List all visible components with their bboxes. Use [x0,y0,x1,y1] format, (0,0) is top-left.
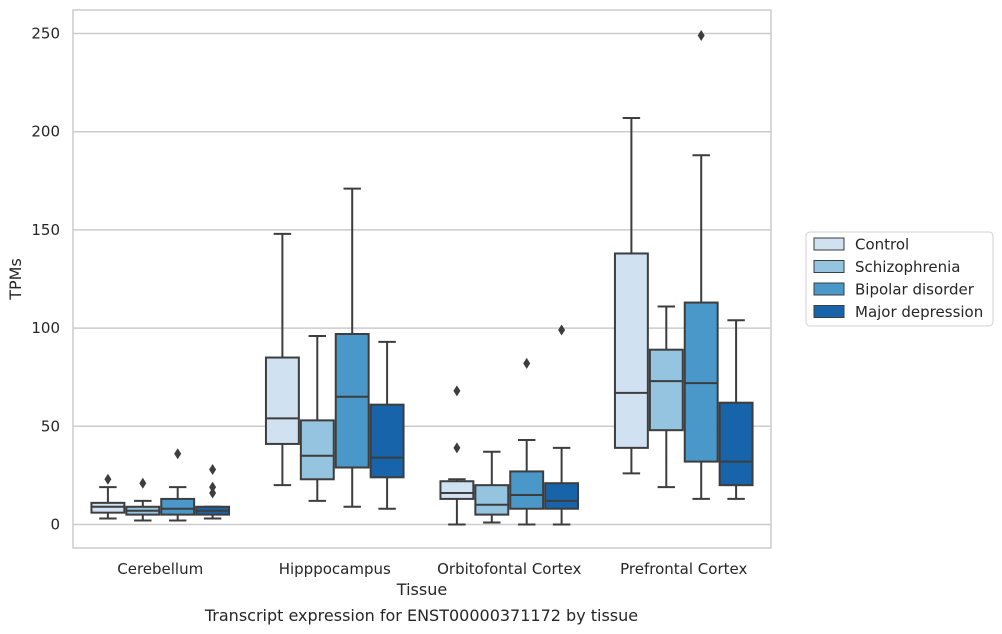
outlier-point [453,385,461,397]
y-tick-label: 0 [50,515,60,533]
outlier-point [209,481,217,493]
y-tick-label: 50 [41,417,60,435]
legend-swatch [813,305,845,318]
legend-label: Bipolar disorder [855,281,975,299]
box-bipolar-disorder [160,448,196,522]
x-tick-label: Cerebellum [117,560,203,578]
box-iqr [474,484,510,516]
box-major-depression [718,319,754,500]
legend-swatch [813,237,845,251]
box-bipolar-disorder [334,187,370,508]
box-control [613,116,649,475]
box-iqr [613,252,649,449]
y-tick-label: 100 [31,319,60,337]
legend-label: Schizophrenia [855,258,960,276]
box-control [90,473,126,520]
outlier-point [104,473,112,485]
x-tick-label: Prefrontal Cortex [620,560,747,578]
box-iqr [334,332,370,469]
plot-frame [72,9,772,549]
y-tick-label: 200 [31,123,60,141]
x-axis-label: Tissue [396,580,447,599]
x-tick-label: Hipppocampus [279,560,391,578]
legend: Control Schizophrenia Bipolar disorder Majo… [805,231,994,327]
outlier-point [453,442,461,454]
box-schizophrenia [474,450,510,524]
y-axis-ticks: 0 50 100 150 200 250 [31,25,60,534]
gridlines [73,32,771,526]
box-iqr [718,401,754,487]
legend-frame [805,231,994,327]
legend-label: Control [855,236,909,254]
outlier-point [209,487,217,499]
box-iqr [160,497,196,516]
x-axis-ticks: Cerebellum Hipppocampus Orbitofontal Corte… [117,560,747,578]
box-iqr [299,419,335,481]
y-tick-label: 250 [31,25,60,43]
box-iqr [509,470,545,510]
box-major-depression [369,340,405,510]
box-schizophrenia [125,477,161,522]
box-control [264,232,300,487]
legend-swatch [813,282,845,296]
box-major-depression [544,324,580,526]
legend-swatch [813,260,845,273]
box-groups [90,30,754,526]
outlier-point [697,30,705,42]
outlier-point [174,448,182,460]
box-iqr [369,403,405,479]
outlier-point [139,477,147,489]
figure-caption: Transcript expression for ENST0000037117… [204,606,639,625]
box-iqr [264,356,300,445]
box-iqr [648,348,684,432]
x-tick-label: Orbitofontal Cortex [437,560,581,578]
box-iqr [544,482,580,510]
y-tick-label: 150 [31,221,60,239]
box-bipolar-disorder [683,30,719,500]
outlier-point [209,463,217,475]
box-major-depression [195,463,231,520]
box-schizophrenia [648,305,684,489]
box-iqr [439,480,475,500]
y-axis-label: TPMs [6,258,25,301]
box-control [439,385,475,526]
box-bipolar-disorder [509,357,545,526]
legend-label: Major depression [855,303,983,321]
outlier-point [558,324,566,336]
box-schizophrenia [299,334,335,502]
outlier-point [523,357,531,369]
